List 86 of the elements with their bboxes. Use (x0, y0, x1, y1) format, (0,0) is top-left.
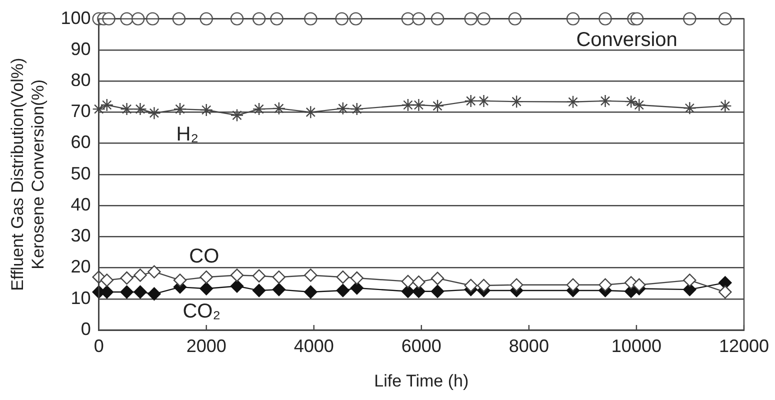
point (683, 102, 696, 115)
y-tick-label: 80 (70, 70, 91, 90)
point (120, 102, 134, 116)
point (252, 284, 266, 298)
y-tick-label: 30 (70, 226, 91, 246)
point (272, 270, 286, 284)
point (134, 102, 147, 116)
y-tick-label: 50 (70, 163, 91, 184)
point (401, 274, 415, 288)
point (304, 268, 318, 282)
point (230, 280, 244, 293)
point (120, 271, 134, 285)
point (200, 282, 213, 296)
x-tick-label: 10000 (611, 336, 662, 356)
point (477, 278, 490, 292)
point (272, 102, 286, 116)
point (412, 275, 426, 289)
point (510, 94, 524, 108)
point (430, 99, 444, 113)
x-tick-label: 8000 (508, 336, 549, 356)
point (510, 278, 524, 292)
point (100, 274, 114, 287)
series-label: CO₂ (182, 300, 220, 322)
point (566, 95, 580, 108)
y-tick-label: 90 (70, 38, 91, 59)
point (173, 102, 187, 116)
point (173, 274, 187, 287)
series-label: H₂ (176, 123, 198, 146)
point (336, 270, 350, 284)
point (100, 98, 114, 112)
point (598, 94, 612, 108)
point (230, 268, 244, 282)
y-tick-label: 60 (70, 132, 91, 152)
point (120, 285, 134, 299)
point (718, 99, 732, 113)
point (252, 102, 266, 116)
point (718, 276, 732, 290)
point (336, 284, 350, 298)
point (200, 270, 213, 284)
point (683, 274, 696, 287)
point (632, 278, 646, 292)
point (430, 272, 444, 285)
point (252, 269, 266, 282)
point (464, 278, 478, 292)
series-label: CO (189, 245, 220, 268)
point (134, 285, 147, 299)
x-tick-label: 0 (94, 336, 104, 356)
point (430, 284, 444, 298)
x-tick-label: 2000 (186, 336, 226, 356)
point (230, 108, 244, 122)
point (401, 98, 415, 112)
point (200, 103, 213, 117)
point (92, 102, 106, 116)
point (566, 278, 580, 292)
y-tick-label: 0 (80, 318, 91, 339)
point (134, 268, 147, 282)
point (718, 285, 732, 299)
point (304, 106, 318, 119)
point (148, 287, 161, 300)
point (148, 106, 161, 120)
point (350, 271, 364, 285)
point (624, 94, 638, 108)
y-axis-title: Effluent Gas Distribution(Vol%) Kerosene Conversion(%) (8, 58, 48, 291)
point (412, 284, 426, 298)
point (598, 278, 612, 292)
x-tick-label: 12000 (718, 336, 770, 356)
point (336, 102, 350, 116)
y-tick-label: 100 (60, 8, 91, 28)
point (683, 282, 696, 296)
point (477, 94, 490, 108)
point (412, 98, 426, 112)
point (304, 285, 318, 299)
x-tick-label: 4000 (294, 336, 334, 356)
point (350, 102, 364, 116)
y-tick-label: 10 (70, 288, 91, 308)
series-label: Conversion (576, 29, 678, 52)
y-tick-label: 70 (70, 101, 91, 122)
point (350, 281, 364, 295)
point (272, 282, 286, 296)
point (148, 265, 161, 278)
y-tick-label: 40 (70, 194, 91, 214)
y-tick-label: 20 (70, 256, 91, 277)
point (632, 98, 646, 112)
point (464, 94, 478, 108)
x-axis-title: Life Time (h) (374, 371, 469, 390)
x-tick-label: 6000 (401, 336, 442, 356)
